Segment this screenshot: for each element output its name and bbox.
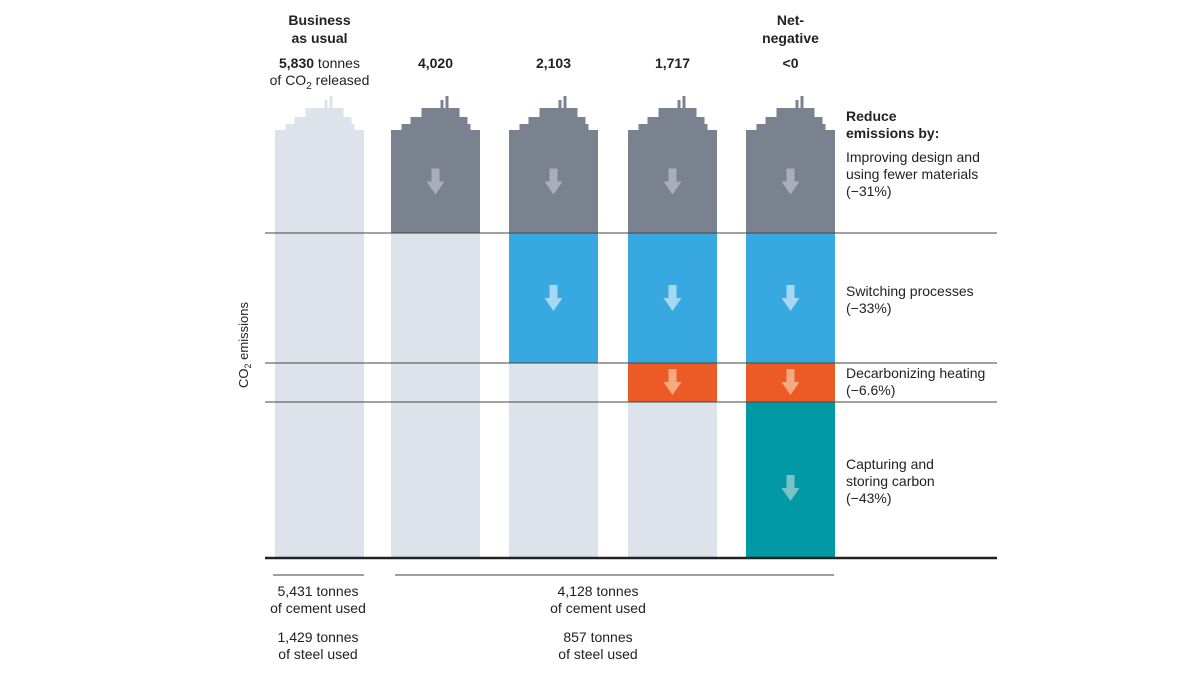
column-header: as usual [291, 30, 347, 46]
segment-baseline [391, 363, 480, 402]
down-arrow-icon [426, 168, 445, 195]
chimney [795, 100, 799, 110]
column-1 [391, 96, 480, 558]
segment-baseline [275, 130, 364, 233]
roof-tier [647, 117, 705, 125]
roof-tier [528, 117, 586, 125]
column-value: 5,830 tonnes [279, 55, 360, 71]
roof-tier [519, 124, 589, 131]
down-arrow-icon [544, 285, 563, 311]
segment-baseline [391, 402, 480, 558]
down-arrow-icon [781, 475, 800, 501]
column-header: negative [762, 30, 819, 46]
segment-baseline [509, 363, 598, 402]
down-arrow-icon [663, 369, 682, 395]
steel-label: 1,429 tonnes [278, 629, 359, 645]
roof-tier [658, 108, 697, 118]
segment-baseline [628, 402, 717, 558]
roof-tier [539, 108, 578, 118]
chimney [800, 96, 804, 110]
roof-tier [285, 124, 355, 131]
chimney [440, 100, 444, 110]
steel-label: 857 tonnes [563, 629, 632, 645]
chimney [563, 96, 567, 110]
roof-tier [401, 124, 471, 131]
column-4 [746, 96, 835, 558]
column-0 [275, 96, 364, 558]
column-header: Net- [777, 12, 805, 28]
roof-tier [305, 108, 344, 118]
reduction-label-capture: (−43%) [846, 490, 892, 506]
reduction-label-design: Improving design and [846, 149, 980, 165]
reduction-label-process: (−33%) [846, 300, 892, 316]
reduction-label-design: (−31%) [846, 183, 892, 199]
cement-label: 4,128 tonnes [558, 583, 639, 599]
roof-tier [765, 117, 823, 125]
steel-label: of steel used [558, 646, 637, 662]
roof-tier [756, 124, 826, 131]
reduction-label-heating: (−6.6%) [846, 382, 895, 398]
segment-baseline [391, 233, 480, 363]
roof-tier [410, 117, 468, 125]
legend-title: Reduce [846, 108, 897, 124]
legend-title: emissions by: [846, 125, 939, 141]
y-axis-label: CO2 emissions [236, 302, 253, 388]
steel-label: of steel used [278, 646, 357, 662]
chimney [558, 100, 562, 110]
reduction-label-capture: Capturing and [846, 456, 934, 472]
segment-baseline [275, 402, 364, 558]
down-arrow-icon [781, 369, 800, 395]
cement-label: of cement used [550, 600, 646, 616]
column-2 [509, 96, 598, 558]
reduction-label-heating: Decarbonizing heating [846, 365, 985, 381]
cement-label: of cement used [270, 600, 366, 616]
segment-baseline [275, 233, 364, 363]
chimney [324, 100, 328, 110]
reduction-label-design: using fewer materials [846, 166, 978, 182]
column-header: Business [288, 12, 350, 28]
column-value: <0 [783, 55, 799, 71]
down-arrow-icon [544, 168, 563, 195]
roof-tier [776, 108, 815, 118]
down-arrow-icon [663, 285, 682, 311]
down-arrow-icon [781, 168, 800, 195]
chimney [329, 96, 333, 110]
roof-tier [638, 124, 708, 131]
chimney [445, 96, 449, 110]
cement-label: 5,431 tonnes [278, 583, 359, 599]
reduction-label-capture: storing carbon [846, 473, 935, 489]
reduction-label-process: Switching processes [846, 283, 974, 299]
segment-baseline [509, 402, 598, 558]
column-value: 1,717 [655, 55, 690, 71]
column-value: 2,103 [536, 55, 571, 71]
column-value: 4,020 [418, 55, 453, 71]
segment-baseline [275, 363, 364, 402]
chimney [682, 96, 686, 110]
chimney [677, 100, 681, 110]
roof-tier [294, 117, 352, 125]
down-arrow-icon [663, 168, 682, 195]
down-arrow-icon [781, 285, 800, 311]
roof-tier [421, 108, 460, 118]
column-3 [628, 96, 717, 558]
column-value-unit: of CO2 released [270, 72, 370, 92]
